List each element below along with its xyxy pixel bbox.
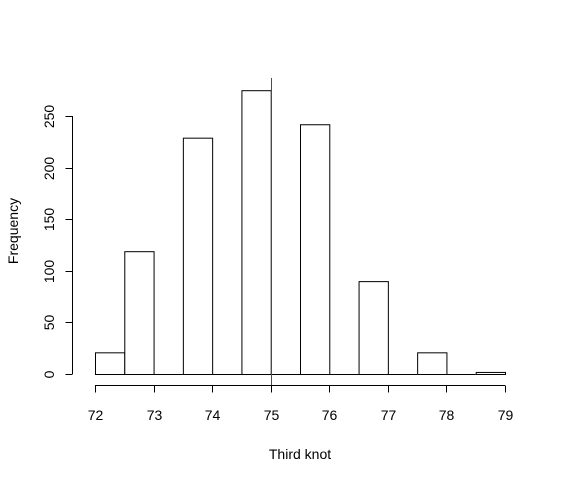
histogram-bar [95, 352, 126, 376]
x-tick-label: 75 [264, 407, 280, 423]
x-tick-label: 78 [439, 407, 455, 423]
x-tick-label: 76 [322, 407, 338, 423]
y-tick-label: 150 [41, 208, 57, 232]
x-tick-label: 72 [88, 407, 104, 423]
y-axis: 0 50 100 150 200 250 [41, 105, 73, 378]
y-tick-label: 0 [41, 370, 57, 378]
x-tick-label: 74 [205, 407, 221, 423]
x-axis: 72 73 74 75 76 77 78 79 [88, 385, 514, 423]
x-tick-label: 77 [381, 407, 397, 423]
histogram-bar [124, 251, 155, 375]
y-axis-label: Frequency [5, 198, 21, 264]
y-tick-label: 200 [41, 157, 57, 181]
y-tick-label: 100 [41, 260, 57, 284]
x-tick-label: 73 [147, 407, 163, 423]
histogram-bar [417, 352, 448, 376]
histogram-bar [300, 124, 331, 375]
histogram-bar [475, 371, 507, 376]
histogram-bar [241, 90, 272, 375]
x-tick-label: 79 [498, 407, 514, 423]
y-tick-label: 50 [41, 315, 57, 331]
histogram-bar [358, 281, 389, 375]
x-axis-label: Third knot [269, 446, 331, 462]
bars-group [95, 90, 507, 376]
histogram-bar [182, 137, 214, 375]
y-tick-label: 250 [41, 105, 57, 129]
